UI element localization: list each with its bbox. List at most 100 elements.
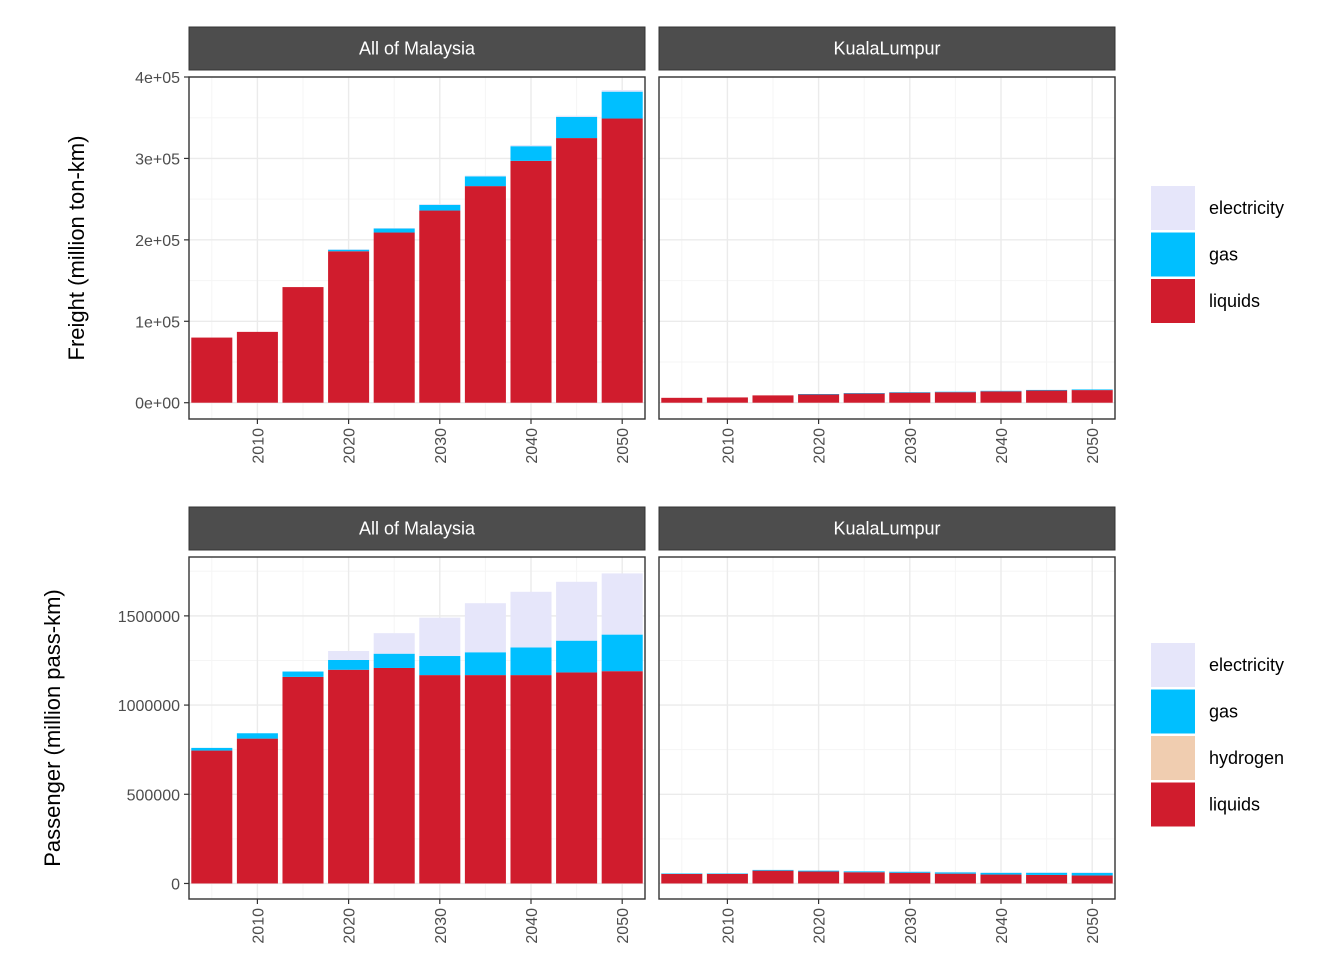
bar-liquids-2010 xyxy=(706,397,748,403)
x-tick-label: 2040 xyxy=(994,428,1011,464)
legend-label-hydrogen: hydrogen xyxy=(1209,748,1284,768)
bar-electricity-2025 xyxy=(373,228,415,229)
bar-liquids-2025 xyxy=(373,232,415,403)
x-tick-label: 2010 xyxy=(250,908,267,944)
y-tick-label: 0 xyxy=(171,876,180,893)
bar-liquids-2045 xyxy=(1026,390,1068,403)
bar-liquids-2020 xyxy=(798,394,840,403)
x-tick-label: 2050 xyxy=(1085,428,1102,464)
bar-liquids-2035 xyxy=(464,675,506,884)
x-tick-label: 2050 xyxy=(615,908,632,944)
bar-electricity-2020 xyxy=(328,249,370,250)
legend-key-electricity xyxy=(1151,186,1195,230)
bar-liquids-2050 xyxy=(601,118,643,403)
bar-liquids-2045 xyxy=(1026,874,1068,884)
x-tick-label: 2030 xyxy=(433,908,450,944)
bar-liquids-2005 xyxy=(661,397,703,403)
facet-strip xyxy=(658,506,1116,551)
bar-gas-2030 xyxy=(419,656,461,676)
y-tick-label: 0e+00 xyxy=(135,396,180,413)
y-tick-label: 1e+05 xyxy=(135,314,180,331)
panel-background xyxy=(659,557,1115,899)
bar-liquids-2020 xyxy=(798,871,840,884)
bar-electricity-2045 xyxy=(1026,872,1068,873)
bar-gas-2020 xyxy=(328,659,370,670)
bar-gas-2005 xyxy=(191,747,233,751)
bar-electricity-2035 xyxy=(464,603,506,653)
bar-liquids-2050 xyxy=(1071,390,1113,403)
facet-panel-2-1: All of Malaysia 0 500000 1000000 1500000 2010… xyxy=(118,506,646,944)
x-tick-label: 2010 xyxy=(250,428,267,464)
bar-gas-2030 xyxy=(419,204,461,211)
bar-gas-2050 xyxy=(1071,389,1113,391)
y-axis-title: Passenger (million pass-km) xyxy=(40,589,65,867)
bar-gas-2035 xyxy=(934,391,976,393)
bar-electricity-2045 xyxy=(556,581,598,641)
bar-gas-2005 xyxy=(661,873,703,874)
bar-gas-2025 xyxy=(843,871,885,873)
x-tick-label: 2050 xyxy=(1085,908,1102,944)
bar-gas-2015 xyxy=(752,869,794,871)
bar-liquids-2030 xyxy=(889,872,931,884)
x-tick-label: 2010 xyxy=(720,908,737,944)
legend-key-hydrogen xyxy=(1151,736,1195,780)
bar-liquids-2030 xyxy=(419,675,461,884)
legend-key-liquids xyxy=(1151,782,1195,827)
facet-strip-label: KualaLumpur xyxy=(833,519,940,539)
chart-row-1: All of Malaysia 0e+00 1e+05 2e+05 3e+05 4e+05… xyxy=(64,26,1284,464)
bar-gas-2030 xyxy=(889,871,931,873)
legend-label-electricity: electricity xyxy=(1209,198,1284,218)
facet-strip-label: KualaLumpur xyxy=(833,39,940,59)
facet-strip xyxy=(188,26,646,71)
bar-electricity-2040 xyxy=(980,872,1022,873)
x-tick-label: 2040 xyxy=(524,428,541,464)
bar-liquids-2030 xyxy=(889,392,931,403)
bar-electricity-2050 xyxy=(1071,872,1113,873)
y-tick-label: 4e+05 xyxy=(135,70,180,87)
bar-gas-2040 xyxy=(510,146,552,161)
facet-panel-1-2: KualaLumpur 2010 2020 2030 2040 2050 xyxy=(658,26,1116,464)
x-tick-label: 2040 xyxy=(994,908,1011,944)
bar-gas-2045 xyxy=(1026,389,1068,391)
bar-electricity-2050 xyxy=(601,90,643,92)
y-tick-label: 500000 xyxy=(127,787,180,804)
bar-liquids-2035 xyxy=(934,873,976,884)
facet-strip-label: All of Malaysia xyxy=(359,39,476,59)
x-tick-label: 2020 xyxy=(342,428,359,464)
bar-liquids-2035 xyxy=(934,392,976,403)
bar-liquids-2040 xyxy=(510,675,552,884)
bar-gas-2040 xyxy=(510,647,552,676)
facet-strip-label: All of Malaysia xyxy=(359,519,476,539)
bar-gas-2025 xyxy=(373,228,415,233)
bar-liquids-2035 xyxy=(464,186,506,403)
legend-key-gas xyxy=(1151,689,1195,734)
bar-electricity-2035 xyxy=(464,175,506,177)
bar-gas-2010 xyxy=(706,873,748,874)
chart-row-2: All of Malaysia 0 500000 1000000 1500000 2010… xyxy=(40,506,1284,944)
bar-liquids-2025 xyxy=(373,667,415,884)
bar-liquids-2005 xyxy=(661,873,703,884)
legend-label-gas: gas xyxy=(1209,245,1238,265)
bar-liquids-2045 xyxy=(556,672,598,884)
bar-liquids-2010 xyxy=(236,738,278,884)
bar-gas-2050 xyxy=(1071,872,1113,876)
bar-electricity-2025 xyxy=(373,633,415,654)
bar-gas-2010 xyxy=(236,733,278,739)
bar-liquids-2020 xyxy=(328,669,370,884)
x-tick-label: 2020 xyxy=(812,428,829,464)
bar-liquids-2005 xyxy=(191,750,233,884)
legend-2: electricity gas hydrogen liquids xyxy=(1151,643,1284,827)
bar-gas-2045 xyxy=(556,640,598,673)
panel-border xyxy=(658,76,1116,420)
bar-gas-2050 xyxy=(601,634,643,672)
x-tick-label: 2050 xyxy=(615,428,632,464)
bar-liquids-2040 xyxy=(980,874,1022,884)
y-tick-label: 1000000 xyxy=(118,698,180,715)
bar-liquids-2015 xyxy=(752,870,794,884)
bar-liquids-2015 xyxy=(282,676,324,884)
bar-electricity-2045 xyxy=(556,115,598,117)
x-tick-label: 2020 xyxy=(812,908,829,944)
bar-gas-2040 xyxy=(980,872,1022,875)
bar-electricity-2035 xyxy=(934,871,976,873)
